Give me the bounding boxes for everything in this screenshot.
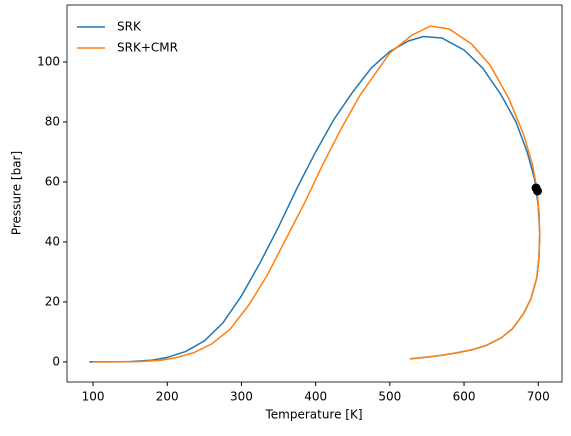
x-tick-label: 500 xyxy=(378,390,401,404)
x-axis-label: Temperature [K] xyxy=(264,408,362,422)
x-tick-label: 700 xyxy=(527,390,550,404)
y-tick-label: 60 xyxy=(45,174,60,188)
x-tick-label: 400 xyxy=(304,390,327,404)
x-tick-label: 100 xyxy=(82,390,105,404)
y-tick-label: 100 xyxy=(37,54,60,68)
x-tick-label: 200 xyxy=(156,390,179,404)
y-tick-label: 0 xyxy=(52,354,60,368)
legend-label: SRK+CMR xyxy=(117,41,178,55)
x-tick-label: 300 xyxy=(230,390,253,404)
y-tick-label: 80 xyxy=(45,114,60,128)
series-line xyxy=(93,25,541,363)
legend-label: SRK xyxy=(117,20,142,34)
y-axis-label: Pressure [bar] xyxy=(10,151,24,235)
y-tick-label: 20 xyxy=(45,294,60,308)
plot-frame xyxy=(66,4,563,383)
y-tick-label: 40 xyxy=(45,234,60,248)
series-line xyxy=(89,35,541,363)
x-tick-label: 600 xyxy=(453,390,476,404)
point xyxy=(533,186,543,196)
